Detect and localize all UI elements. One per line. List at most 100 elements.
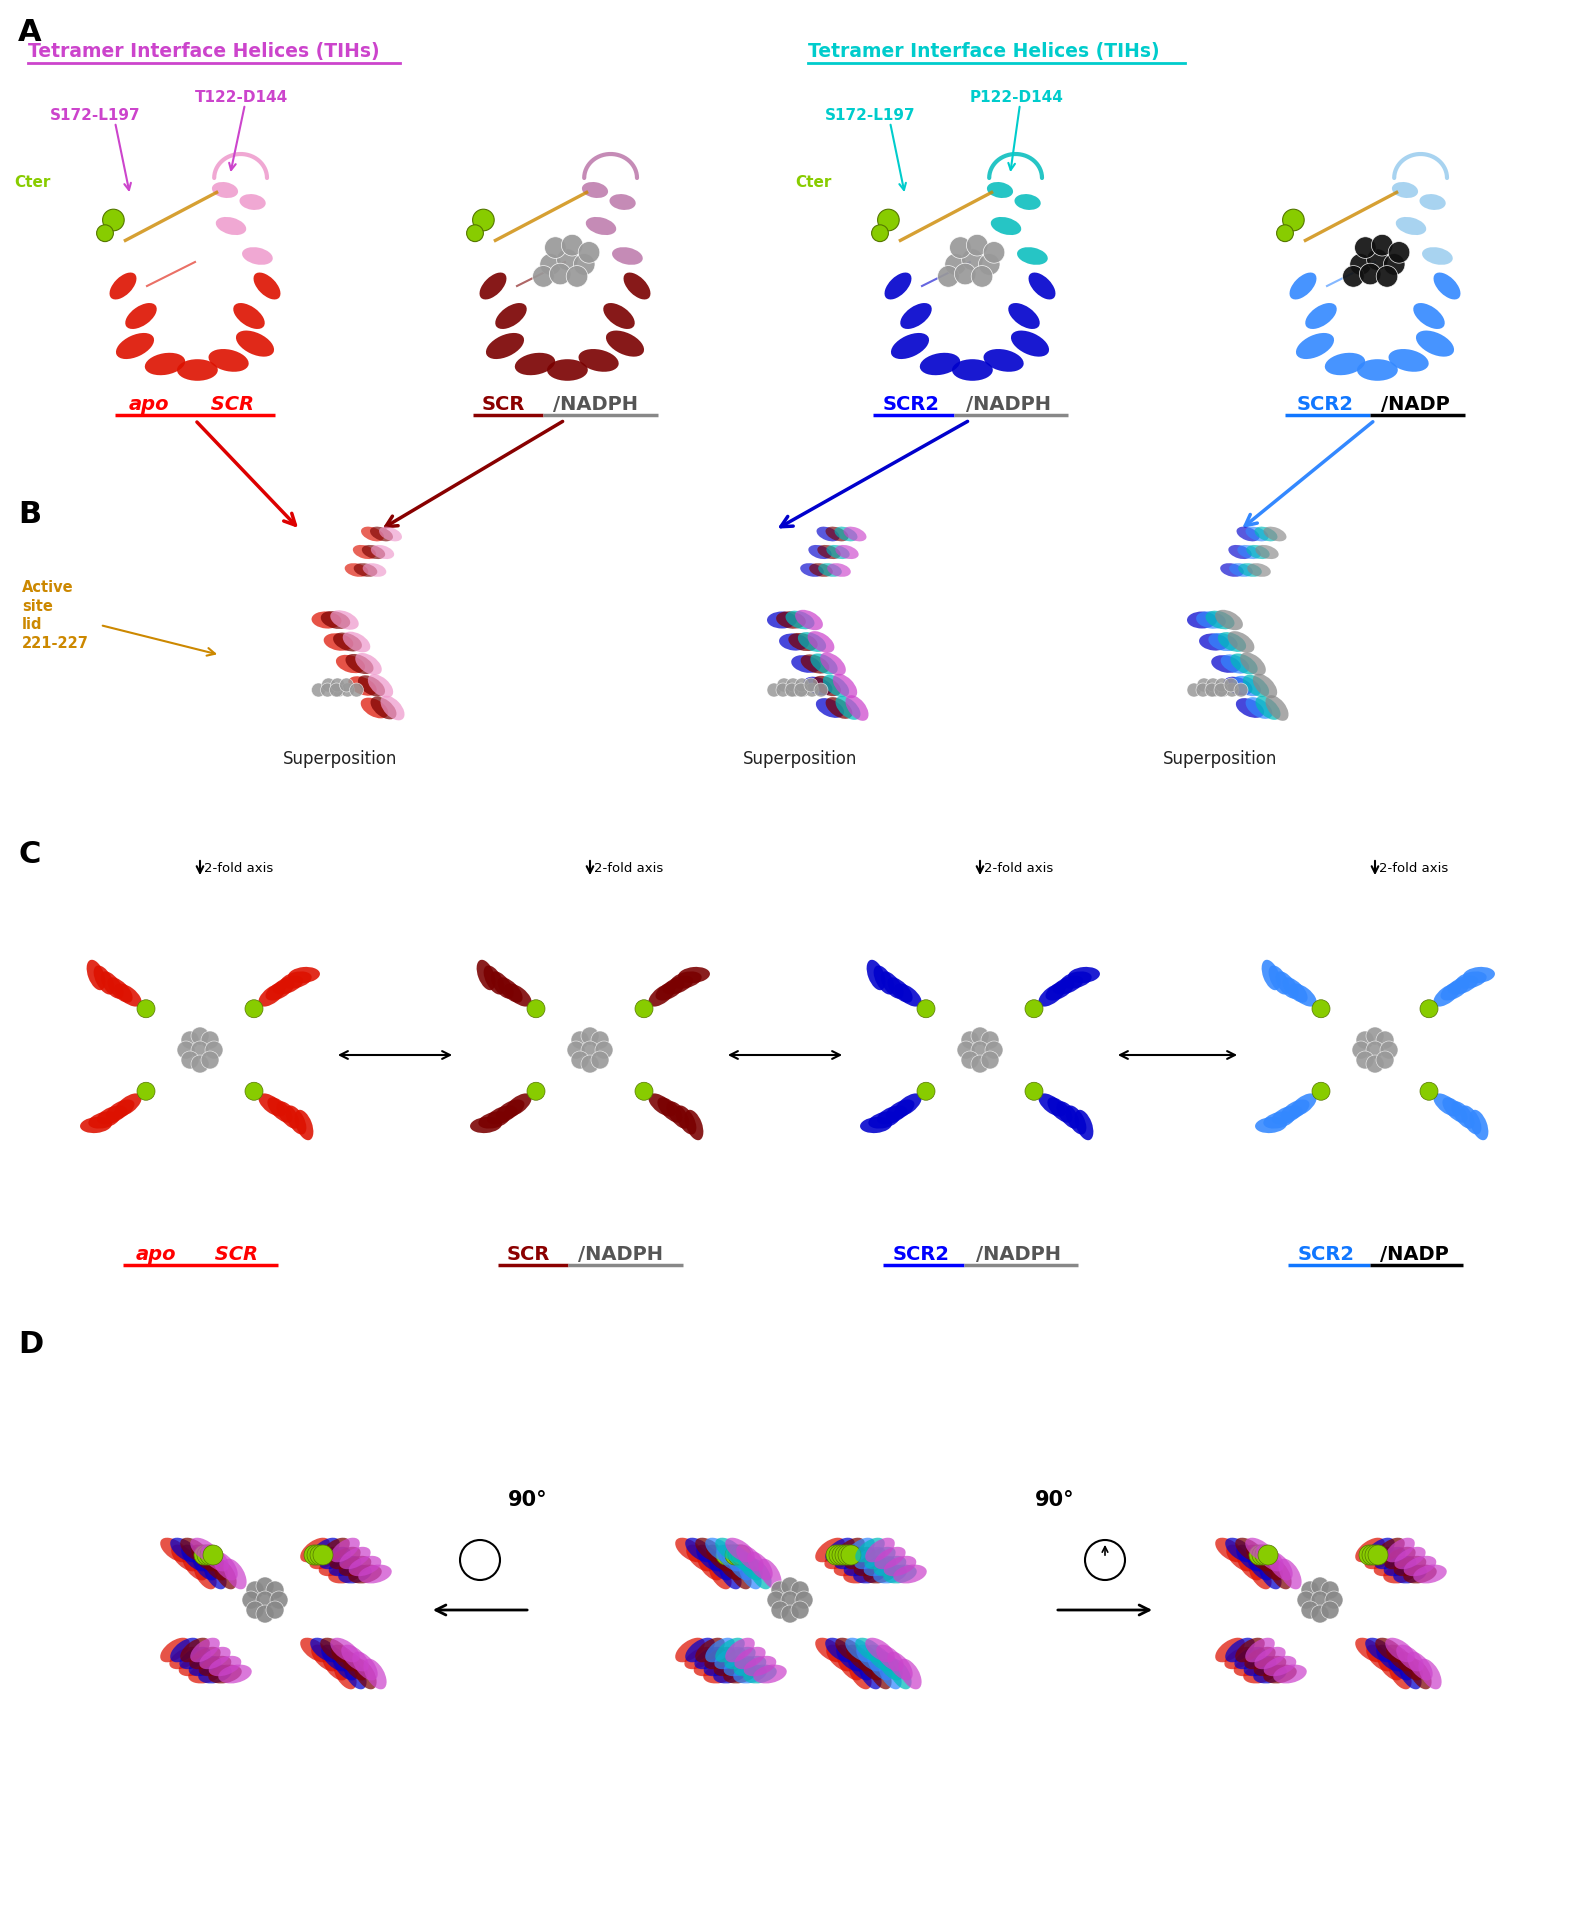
Ellipse shape [1237, 545, 1261, 559]
Ellipse shape [873, 1565, 906, 1584]
Ellipse shape [1269, 1559, 1291, 1590]
Circle shape [581, 1054, 600, 1073]
Circle shape [571, 1050, 589, 1069]
Ellipse shape [370, 526, 392, 541]
Ellipse shape [883, 1565, 916, 1584]
Circle shape [180, 1050, 199, 1069]
Ellipse shape [704, 1655, 736, 1676]
Ellipse shape [698, 1551, 723, 1580]
Ellipse shape [484, 966, 505, 995]
Text: SCR2: SCR2 [883, 396, 940, 415]
Ellipse shape [209, 349, 248, 372]
Ellipse shape [547, 359, 589, 380]
Circle shape [1297, 1592, 1315, 1609]
Ellipse shape [1397, 1645, 1424, 1672]
Ellipse shape [1394, 1555, 1427, 1576]
Ellipse shape [1413, 1565, 1448, 1584]
Circle shape [321, 684, 334, 697]
Text: P122-D144: P122-D144 [970, 90, 1063, 106]
Ellipse shape [1046, 979, 1074, 1000]
Ellipse shape [1240, 653, 1266, 676]
Circle shape [1368, 1546, 1387, 1565]
Text: S172-L197: S172-L197 [824, 108, 916, 123]
Ellipse shape [160, 1538, 190, 1563]
Ellipse shape [188, 1665, 221, 1684]
Ellipse shape [835, 1638, 865, 1663]
Ellipse shape [334, 1659, 356, 1690]
Circle shape [1213, 684, 1228, 697]
Ellipse shape [1367, 1645, 1394, 1672]
Text: SCR: SCR [204, 396, 255, 415]
Circle shape [791, 1601, 808, 1619]
Circle shape [340, 678, 353, 691]
Ellipse shape [1232, 676, 1261, 697]
Circle shape [1326, 1592, 1343, 1609]
Ellipse shape [1378, 1651, 1403, 1680]
Ellipse shape [919, 353, 960, 374]
Circle shape [954, 263, 976, 284]
Ellipse shape [797, 632, 826, 653]
Ellipse shape [888, 977, 913, 1002]
Ellipse shape [713, 1655, 747, 1676]
Ellipse shape [1266, 695, 1288, 720]
Text: Cter: Cter [796, 175, 832, 190]
Ellipse shape [214, 1559, 237, 1590]
Ellipse shape [476, 960, 495, 991]
Text: B: B [17, 499, 41, 530]
Ellipse shape [843, 526, 867, 541]
Circle shape [1421, 1083, 1438, 1100]
Ellipse shape [1060, 972, 1092, 989]
Ellipse shape [1209, 634, 1237, 651]
Ellipse shape [1215, 1538, 1245, 1563]
Ellipse shape [694, 1538, 725, 1563]
Circle shape [777, 678, 791, 691]
Circle shape [199, 1546, 220, 1565]
Circle shape [717, 1546, 736, 1565]
Ellipse shape [1066, 1106, 1087, 1135]
Circle shape [791, 1580, 808, 1599]
Text: D: D [17, 1331, 43, 1359]
Circle shape [191, 1054, 209, 1073]
Ellipse shape [253, 273, 280, 300]
Ellipse shape [894, 1565, 927, 1584]
Circle shape [562, 234, 584, 255]
Ellipse shape [1237, 1551, 1262, 1580]
Circle shape [312, 684, 326, 697]
Ellipse shape [89, 1112, 120, 1129]
Ellipse shape [320, 1538, 350, 1563]
Ellipse shape [1365, 1638, 1395, 1663]
Ellipse shape [894, 983, 922, 1006]
Ellipse shape [1419, 1659, 1441, 1690]
Ellipse shape [744, 1665, 777, 1684]
Ellipse shape [818, 545, 840, 559]
Ellipse shape [1433, 273, 1460, 300]
Ellipse shape [854, 1555, 886, 1576]
Ellipse shape [1280, 1100, 1310, 1121]
Ellipse shape [490, 972, 514, 998]
Ellipse shape [826, 545, 850, 559]
Ellipse shape [867, 960, 886, 991]
Ellipse shape [370, 697, 397, 720]
Text: 2-fold axis: 2-fold axis [984, 862, 1054, 876]
Ellipse shape [864, 1565, 897, 1584]
Ellipse shape [204, 1559, 226, 1590]
Circle shape [804, 678, 818, 691]
Ellipse shape [834, 1548, 865, 1569]
Ellipse shape [869, 1112, 900, 1129]
Ellipse shape [1403, 1555, 1436, 1576]
Ellipse shape [816, 526, 840, 541]
Ellipse shape [115, 332, 153, 359]
Circle shape [350, 684, 364, 697]
Circle shape [1376, 1031, 1394, 1048]
Ellipse shape [1243, 674, 1269, 697]
Ellipse shape [1256, 545, 1278, 559]
Ellipse shape [725, 1538, 755, 1563]
Ellipse shape [1375, 1638, 1405, 1663]
Ellipse shape [331, 611, 359, 630]
Circle shape [971, 1041, 989, 1060]
Ellipse shape [1433, 983, 1460, 1006]
Ellipse shape [788, 634, 818, 651]
Ellipse shape [881, 972, 903, 998]
Circle shape [782, 1592, 799, 1609]
Ellipse shape [1247, 1551, 1272, 1580]
